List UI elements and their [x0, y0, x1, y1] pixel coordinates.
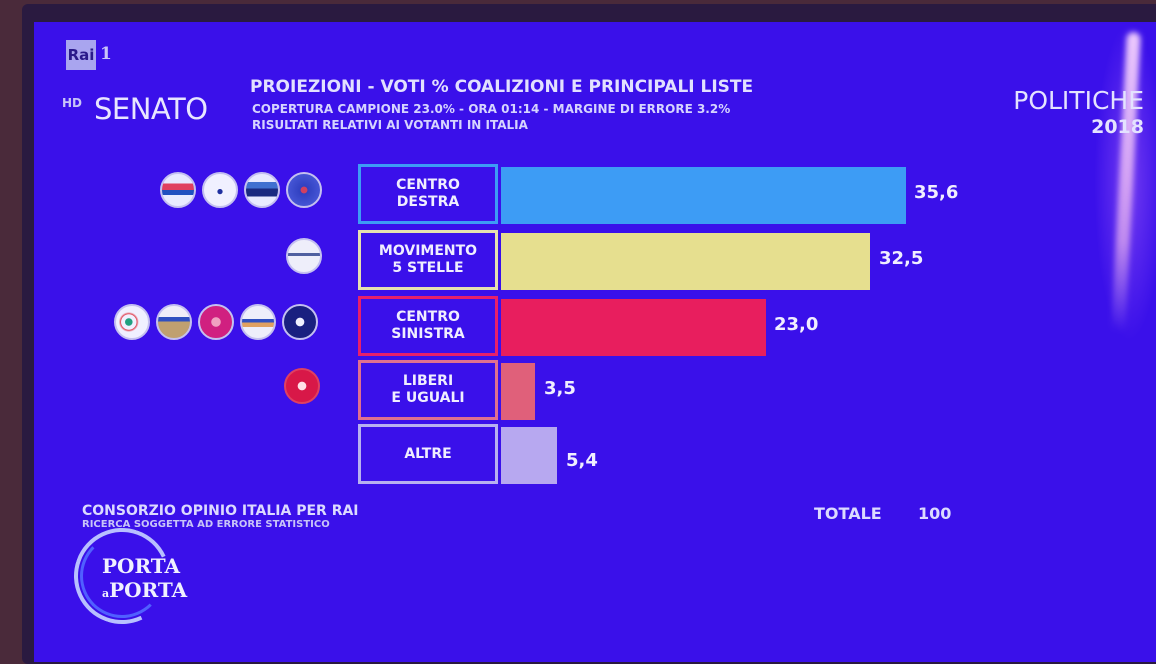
chart-subtitle: COPERTURA CAMPIONE 23.0% - ORA 01:14 - M… — [252, 102, 731, 116]
party-logo-icon — [114, 304, 150, 340]
porta-a-porta-ring-inner-icon — [80, 534, 164, 618]
party-logo-icon — [284, 368, 320, 404]
party-logos — [284, 368, 320, 404]
bar-label: LIBERI E UGUALI — [358, 360, 498, 420]
party-logo-icon — [244, 172, 280, 208]
party-logo-icon — [198, 304, 234, 340]
chamber-title: SENATO — [94, 92, 208, 126]
event-year: 2018 — [1091, 116, 1144, 138]
show-logo-line1: PORTA — [102, 554, 181, 578]
bar-label-line2: 5 STELLE — [392, 260, 464, 276]
bar-label: CENTRO DESTRA — [358, 164, 498, 224]
bar-value: 3,5 — [544, 378, 576, 399]
channel-number: 1 — [100, 44, 112, 64]
bar-label-line2: DESTRA — [396, 194, 460, 210]
party-logo-icon — [156, 304, 192, 340]
bar-row-altre: ALTRE 5,4 — [34, 424, 1134, 484]
party-logo-icon — [286, 238, 322, 274]
show-logo-line2-text: PORTA — [109, 578, 188, 602]
party-logos — [114, 304, 318, 340]
rai-logo: Rai — [66, 40, 96, 70]
bar-label-line1: CENTRO — [396, 177, 460, 193]
bar-label-line1: MOVIMENTO — [378, 243, 478, 259]
bar-altre — [501, 427, 557, 484]
bar-value: 32,5 — [879, 248, 924, 269]
party-logos — [160, 172, 322, 208]
disclaimer-label: RICERCA SOGGETTA AD ERRORE STATISTICO — [82, 519, 330, 530]
bar-row-centro-sinistra: CENTRO SINISTRA 23,0 — [34, 296, 1134, 356]
bar-label-line1: CENTRO — [396, 309, 460, 325]
total-value: 100 — [918, 504, 952, 523]
bar-label: CENTRO SINISTRA — [358, 296, 498, 356]
bar-value: 23,0 — [774, 314, 819, 335]
party-logo-icon — [160, 172, 196, 208]
bar-row-leu: LIBERI E UGUALI 3,5 — [34, 360, 1134, 420]
bar-row-centro-destra: CENTRO DESTRA 35,6 — [34, 164, 1134, 224]
bar-label-line1: ALTRE — [404, 445, 452, 462]
chart-title: PROIEZIONI - VOTI % COALIZIONI E PRINCIP… — [250, 77, 754, 97]
party-logo-icon — [202, 172, 238, 208]
hd-badge: HD — [62, 96, 83, 110]
total-label: TOTALE — [814, 504, 882, 523]
bar-centro-destra — [501, 167, 906, 224]
bar-label: MOVIMENTO 5 STELLE — [358, 230, 498, 290]
party-logos — [286, 238, 322, 274]
event-title: POLITICHE — [1013, 86, 1144, 115]
tv-screen: Rai 1 HD SENATO PROIEZIONI - VOTI % COAL… — [34, 22, 1156, 662]
party-logo-icon — [286, 172, 322, 208]
bar-value: 35,6 — [914, 182, 959, 203]
bar-label-line2: SINISTRA — [391, 326, 465, 342]
bar-centro-sinistra — [501, 299, 766, 356]
bar-leu — [501, 363, 535, 420]
show-logo-a: a — [102, 587, 110, 600]
bar-value: 5,4 — [566, 450, 598, 471]
show-logo-line2: aPORTA — [102, 578, 187, 602]
bar-row-m5s: MOVIMENTO 5 STELLE 32,5 — [34, 230, 1134, 290]
bar-label-line1: LIBERI — [402, 373, 454, 389]
bar-label: ALTRE — [358, 424, 498, 484]
bar-label-line2: E UGUALI — [391, 390, 465, 406]
chart-note: RISULTATI RELATIVI AI VOTANTI IN ITALIA — [252, 118, 528, 132]
bar-m5s — [501, 233, 870, 290]
party-logo-icon — [240, 304, 276, 340]
party-logo-icon — [282, 304, 318, 340]
source-label: CONSORZIO OPINIO ITALIA PER RAI — [82, 503, 359, 519]
